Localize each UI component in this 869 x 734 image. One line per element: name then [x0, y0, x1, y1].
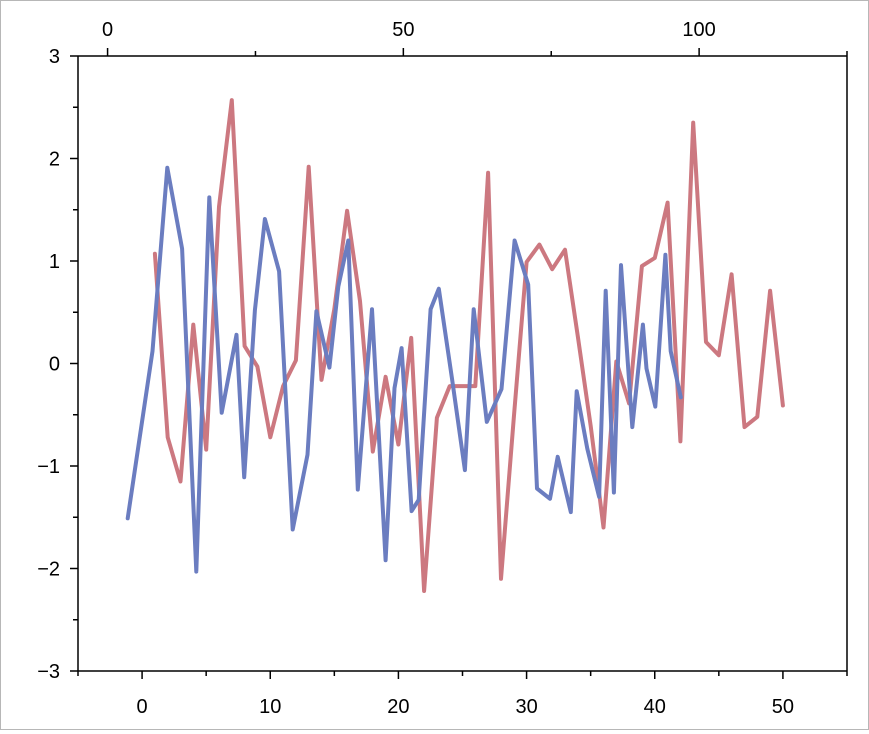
y-tick-label: −1	[37, 456, 60, 478]
y-tick-label: 2	[49, 149, 60, 171]
plot-box	[77, 55, 848, 672]
x-top-tick-label: 100	[682, 19, 715, 41]
x-bottom-tick-label: 0	[137, 696, 148, 718]
series-line-2	[125, 165, 683, 574]
series-line-1	[152, 98, 785, 593]
y-tick-label: −2	[37, 559, 60, 581]
x-bottom-tick-label: 10	[259, 696, 281, 718]
x-top-tick-label: 50	[392, 19, 414, 41]
y-tick-label: 3	[49, 46, 60, 68]
x-bottom-tick-label: 20	[387, 696, 409, 718]
x-bottom-tick-label: 40	[644, 696, 666, 718]
y-tick-label: −3	[37, 661, 60, 683]
x-top-tick-label: 0	[102, 19, 113, 41]
y-tick-label: 0	[49, 354, 60, 376]
x-bottom-tick-label: 50	[772, 696, 794, 718]
series-layer	[125, 98, 785, 593]
x-bottom-tick-label: 30	[515, 696, 537, 718]
y-tick-label: 1	[49, 251, 60, 273]
tick-group: 0 10 20 30 40 50 0 50 100 −3 −2 −1 0 1 2 3	[37, 19, 848, 718]
